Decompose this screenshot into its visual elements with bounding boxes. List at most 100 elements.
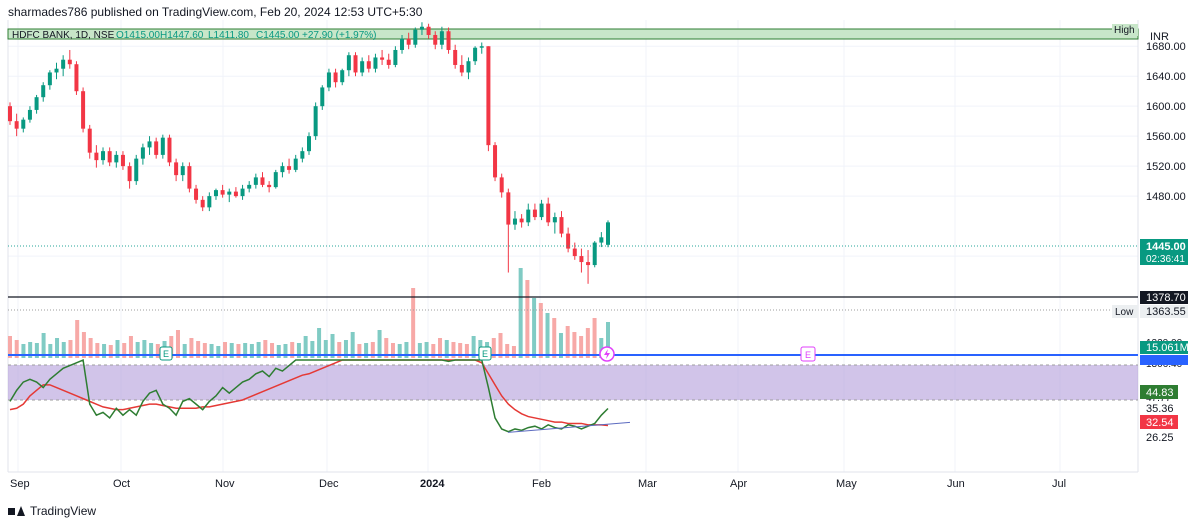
rsi-ma-bg [1140, 415, 1178, 429]
candle-body [539, 203, 544, 218]
volume-bar [337, 342, 342, 358]
candle-body [160, 137, 165, 155]
candle-body [220, 190, 225, 195]
candle-body [526, 209, 531, 223]
volume-bar [518, 268, 523, 358]
candle-body [61, 59, 66, 69]
volume-bar [458, 343, 463, 358]
volume-bar [8, 336, 12, 358]
volume-bar [155, 344, 160, 358]
earnings-marker-oct[interactable]: E [159, 346, 173, 361]
candle-body [499, 177, 504, 193]
high-tag-label: High [1114, 25, 1135, 36]
tradingview-brand-label: TradingView [30, 504, 97, 518]
volume-bar [115, 340, 120, 358]
candle-body [552, 217, 557, 223]
earnings-marker-apr-letter: E [805, 350, 811, 360]
candle-body [74, 64, 79, 92]
volume-bar [444, 340, 449, 358]
candle-body [94, 152, 99, 161]
time-tick-label: Dec [319, 478, 339, 490]
rsi-divergence-trendline[interactable] [507, 421, 631, 433]
tradingview-logo-icon [8, 506, 25, 516]
candle-body [413, 29, 418, 45]
candle-body [300, 151, 305, 159]
symbol-legend[interactable]: HDFC BANK, 1D, NSE O1415.00 H1447.60 L14… [12, 30, 377, 41]
volume-bar [303, 336, 308, 358]
candle-body [353, 55, 358, 73]
candle-body [366, 61, 371, 69]
candle-body [406, 38, 411, 45]
countdown-value: 02:36:41 [1146, 254, 1185, 265]
dividend-lightning-marker[interactable] [599, 346, 615, 362]
rsi-value-tag: 44.83 [1140, 385, 1178, 399]
earnings-marker-apr-box [800, 346, 816, 362]
price-axis[interactable]: 1680.00 1640.00 1600.00 1560.00 1520.00 1480.… [1146, 41, 1186, 263]
time-tick-label: Jul [1052, 478, 1066, 490]
candle-body [21, 119, 26, 129]
volume-tag-bg [1140, 341, 1188, 354]
candle-body [373, 57, 378, 69]
candle-body [333, 72, 338, 83]
earnings-marker-jan-letter: E [482, 349, 488, 359]
volume-bar [243, 343, 248, 358]
rsi-value-bg [1140, 385, 1178, 399]
volume-bar [216, 346, 221, 358]
volume-bar [357, 344, 362, 358]
lightning-icon [604, 349, 610, 359]
candle-body [566, 233, 571, 249]
candle-body [54, 68, 59, 73]
candle-body [493, 145, 498, 178]
volume-bar [196, 341, 201, 358]
volume-bar [88, 338, 93, 358]
volume-bar [538, 303, 543, 358]
candle-body [67, 59, 72, 65]
low-tag-label-bg [1112, 305, 1138, 318]
low-tag-label: Low [1115, 307, 1134, 318]
candle-body [140, 147, 145, 159]
volume-bar [377, 330, 382, 358]
attribution-header: sharmades786 published on TradingView.co… [8, 5, 423, 19]
candle-body [393, 49, 398, 65]
candle-body [320, 87, 325, 107]
candle-body [120, 154, 125, 167]
candle-body [326, 72, 331, 88]
volume-bar [525, 280, 530, 358]
legend-close: C1445.00 [256, 30, 300, 41]
volume-bar [532, 298, 537, 358]
earnings-marker-apr[interactable]: E [800, 346, 816, 362]
volume-bar [545, 313, 550, 358]
candle-body [459, 64, 464, 73]
rsi-ma-tag: 32.54 [1140, 415, 1178, 429]
high-tag: High [1112, 24, 1138, 36]
candle-body [213, 190, 218, 197]
volume-bar [552, 318, 557, 358]
time-tick-label: Mar [638, 478, 657, 490]
candle-body [419, 26, 424, 30]
candle-body [433, 34, 438, 45]
time-axis[interactable]: Sep Oct Nov Dec 2024 Feb Mar Apr May Jun Jul [10, 478, 1066, 490]
volume-bar [283, 344, 288, 358]
candle-body [473, 47, 478, 62]
volume-bar [122, 343, 127, 358]
volume-bar [390, 343, 395, 358]
candle-body [519, 218, 524, 223]
volume-bar [189, 338, 194, 358]
volume-bar [249, 344, 254, 358]
volume-bar [565, 326, 570, 358]
volume-bar [310, 341, 315, 358]
volume-bar [21, 344, 26, 358]
candle-body [107, 151, 112, 163]
volume-bar [175, 330, 180, 358]
volume-bars [8, 268, 610, 358]
volume-bar [417, 343, 422, 358]
volume-bar [404, 342, 409, 358]
volume-bar [323, 340, 328, 358]
low-tag-value: 1363.55 [1146, 306, 1186, 318]
candle-body [532, 209, 537, 218]
rsi-tick-1: 35.36 [1146, 403, 1174, 415]
price-tick-label: 1480.00 [1146, 191, 1186, 203]
earnings-marker-jan[interactable]: E [478, 346, 492, 361]
volume-bar [471, 336, 476, 358]
